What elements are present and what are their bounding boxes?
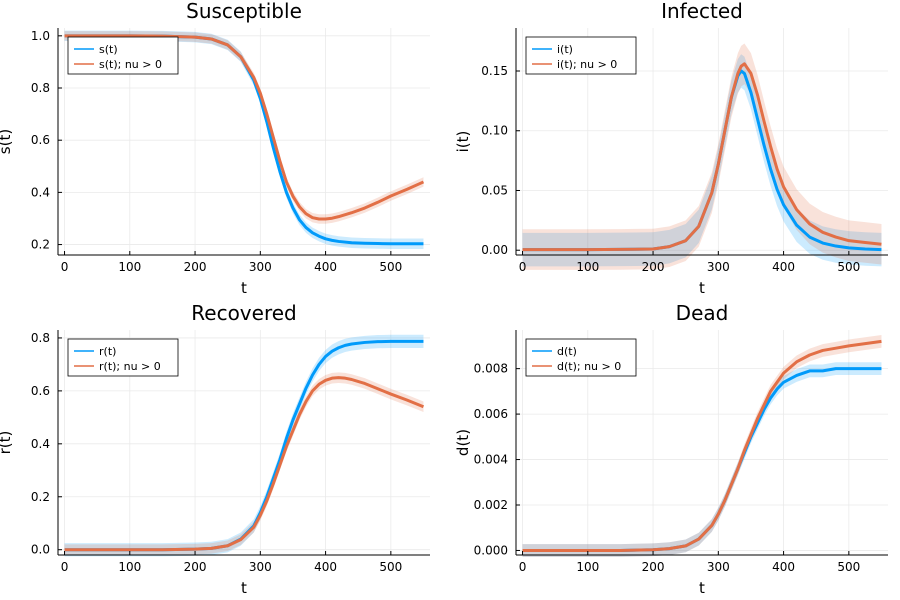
panel-1: 0 100 200 300 400 500 0.00 0.05 0.10 0.15 Infected… <box>454 0 888 297</box>
x-tick-label: 200 <box>642 260 665 274</box>
legend-entry: s(t) <box>99 43 118 56</box>
x-tick-label: 300 <box>707 260 730 274</box>
x-axis-label: t <box>699 279 705 297</box>
legend: d(t) d(t); nu > 0 <box>525 338 637 377</box>
y-axis-label: i(t) <box>454 131 472 153</box>
y-tick-label: 0.4 <box>31 437 50 451</box>
legend-box <box>67 338 179 377</box>
y-tick-label: 0.00 <box>481 243 508 257</box>
y-tick-label: 0.008 <box>474 362 508 376</box>
y-tick-label: 0.002 <box>474 498 508 512</box>
y-tick-label: 0.004 <box>474 453 508 467</box>
x-tick-label: 500 <box>837 560 860 574</box>
x-tick-label: 200 <box>184 560 207 574</box>
x-tick-label: 400 <box>772 260 795 274</box>
legend-entry: d(t) <box>557 345 577 358</box>
legend-entry: i(t); nu > 0 <box>557 58 617 71</box>
legend-entry: r(t); nu > 0 <box>99 360 161 373</box>
legend-box <box>525 36 637 75</box>
legend: r(t) r(t); nu > 0 <box>67 338 179 377</box>
x-tick-label: 300 <box>249 260 272 274</box>
x-tick-label: 200 <box>184 260 207 274</box>
x-tick-label: 0 <box>519 560 527 574</box>
panel-3: 0 100 200 300 400 500 0.000 0.002 0.004 0.006 0.00… <box>454 301 888 597</box>
panel-0: 0 100 200 300 400 500 0.2 0.4 0.6 0.8 1.0 Susceptib… <box>0 0 430 297</box>
x-axis-label: t <box>241 279 247 297</box>
panel-2: 0 100 200 300 400 500 0.0 0.2 0.4 0.6 0.8 Recovered… <box>0 301 430 597</box>
y-tick-label: 0.8 <box>31 331 50 345</box>
panel-title: Infected <box>661 0 743 23</box>
x-axis-label: t <box>241 579 247 597</box>
x-tick-label: 500 <box>379 560 402 574</box>
legend: i(t) i(t); nu > 0 <box>525 36 637 75</box>
y-tick-label: 0.6 <box>31 384 50 398</box>
x-tick-label: 400 <box>314 560 337 574</box>
y-tick-label: 0.006 <box>474 407 508 421</box>
y-tick-label: 0.6 <box>31 133 50 147</box>
x-tick-label: 400 <box>772 560 795 574</box>
legend-box <box>67 36 179 75</box>
legend: s(t) s(t); nu > 0 <box>67 36 179 75</box>
x-tick-label: 300 <box>707 560 730 574</box>
x-tick-label: 300 <box>249 560 272 574</box>
y-tick-label: 0.000 <box>474 543 508 557</box>
series-line-1 <box>64 34 425 221</box>
x-axis-label: t <box>699 579 705 597</box>
x-tick-label: 200 <box>642 560 665 574</box>
panel-title: Recovered <box>191 301 296 325</box>
x-tick-label: 100 <box>576 560 599 574</box>
y-tick-label: 0.4 <box>31 185 50 199</box>
confidence-band-1 <box>522 43 882 270</box>
confidence-band-1 <box>64 372 424 555</box>
confidence-band-0 <box>522 54 882 267</box>
series-line-1 <box>64 376 425 552</box>
x-tick-label: 500 <box>379 260 402 274</box>
y-axis-label: s(t) <box>0 129 14 154</box>
x-tick-label: 500 <box>837 260 860 274</box>
x-tick-label: 100 <box>118 260 141 274</box>
legend-entry: d(t); nu > 0 <box>557 360 621 373</box>
series-line-1 <box>522 339 882 552</box>
y-tick-label: 0.8 <box>31 81 50 95</box>
x-tick-label: 100 <box>576 260 599 274</box>
legend-box <box>525 338 637 377</box>
y-tick-label: 0.15 <box>481 64 508 78</box>
y-tick-label: 0.2 <box>31 238 50 252</box>
x-tick-label: 400 <box>314 260 337 274</box>
x-tick-label: 0 <box>61 560 69 574</box>
legend-entry: i(t) <box>557 43 573 56</box>
y-axis-label: r(t) <box>0 431 14 455</box>
x-tick-label: 100 <box>118 560 141 574</box>
y-tick-label: 0.05 <box>481 183 508 197</box>
panel-title: Dead <box>676 301 729 325</box>
x-tick-label: 0 <box>519 260 527 274</box>
y-tick-label: 1.0 <box>31 29 50 43</box>
panel-title: Susceptible <box>186 0 302 23</box>
y-tick-label: 0.2 <box>31 490 50 504</box>
legend-entry: r(t) <box>99 345 116 358</box>
y-tick-label: 0.0 <box>31 543 50 557</box>
y-axis-label: d(t) <box>454 429 472 456</box>
y-tick-label: 0.10 <box>481 124 508 138</box>
series-line-1 <box>522 62 882 252</box>
x-tick-label: 0 <box>61 260 69 274</box>
legend-entry: s(t); nu > 0 <box>99 58 162 71</box>
